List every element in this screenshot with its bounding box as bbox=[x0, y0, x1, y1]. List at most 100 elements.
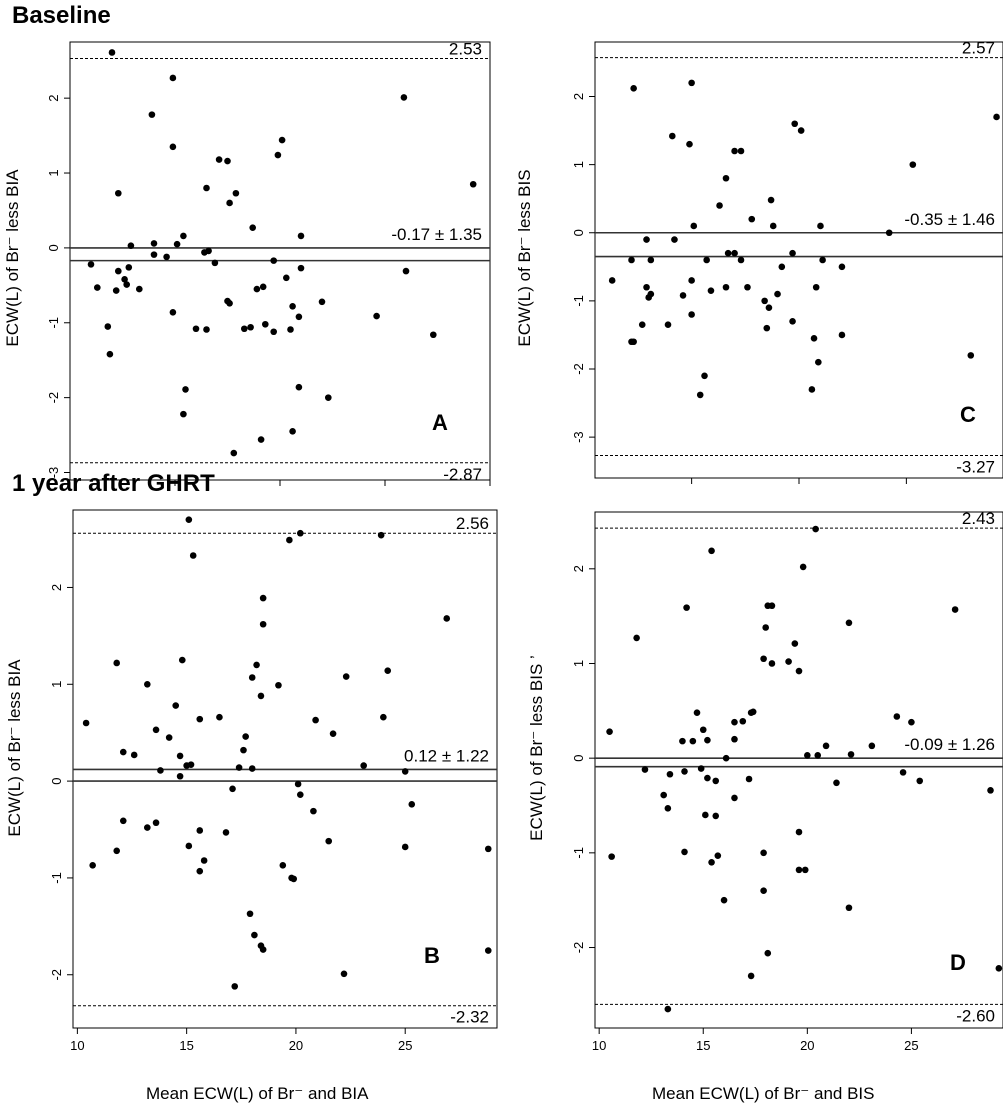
data-point-d-52 bbox=[708, 859, 715, 866]
data-point-d-47 bbox=[899, 769, 907, 776]
y-tick-label-a-1: -2 bbox=[46, 392, 61, 404]
data-point-b-12 bbox=[257, 692, 265, 700]
data-point-c-23 bbox=[643, 283, 650, 291]
data-point-b-42 bbox=[229, 785, 236, 793]
x-tick-label-b-3: 25 bbox=[398, 1038, 412, 1053]
data-point-d-23 bbox=[699, 726, 707, 734]
mean-label-d: -0.09 ± 1.26 bbox=[904, 735, 995, 754]
data-point-b-46 bbox=[222, 829, 230, 836]
data-point-b-58 bbox=[401, 843, 409, 851]
data-point-b-61 bbox=[251, 931, 258, 939]
data-point-c-6 bbox=[791, 120, 799, 128]
data-point-b-66 bbox=[484, 947, 492, 954]
data-point-c-33 bbox=[724, 249, 732, 257]
data-point-a-60 bbox=[289, 428, 296, 435]
data-point-d-29 bbox=[822, 742, 830, 750]
data-point-a-41 bbox=[318, 298, 326, 306]
data-point-b-4 bbox=[377, 531, 385, 539]
data-point-c-38 bbox=[761, 297, 768, 305]
data-point-c-3 bbox=[686, 140, 693, 148]
data-point-c-16 bbox=[817, 222, 824, 230]
data-point-c-43 bbox=[789, 318, 796, 325]
data-point-c-26 bbox=[638, 321, 646, 329]
data-point-a-37 bbox=[270, 257, 278, 264]
data-point-a-10 bbox=[203, 184, 210, 192]
data-point-c-20 bbox=[608, 277, 616, 284]
data-point-b-18 bbox=[380, 713, 387, 721]
data-point-a-43 bbox=[104, 323, 112, 330]
data-point-a-62 bbox=[230, 449, 238, 457]
y-tick-label-d-2: 0 bbox=[571, 755, 586, 762]
data-point-d-49 bbox=[987, 787, 994, 794]
data-point-d-22 bbox=[689, 737, 697, 745]
data-point-b-56 bbox=[325, 837, 333, 845]
data-point-c-21 bbox=[628, 256, 635, 264]
data-point-a-29 bbox=[94, 284, 101, 291]
data-point-c-53 bbox=[701, 372, 708, 380]
y-tick-label-a-0: -3 bbox=[46, 467, 61, 479]
lower-limit-label-d: -2.60 bbox=[956, 1006, 995, 1025]
data-point-a-55 bbox=[106, 350, 114, 358]
data-point-c-15 bbox=[769, 222, 777, 230]
data-point-a-30 bbox=[136, 285, 143, 293]
data-point-c-44 bbox=[812, 283, 820, 291]
y-axis-title-a: ECW(L) of Br⁻ less BIA bbox=[3, 169, 22, 347]
data-point-b-36 bbox=[248, 765, 256, 772]
data-point-c-56 bbox=[967, 352, 975, 359]
data-point-c-1 bbox=[688, 79, 695, 87]
y-tick-label-a-2: -1 bbox=[46, 317, 61, 329]
data-point-d-46 bbox=[833, 779, 840, 787]
data-point-c-12 bbox=[767, 196, 775, 204]
data-point-a-12 bbox=[232, 189, 240, 197]
data-point-d-42 bbox=[702, 811, 709, 819]
data-point-d-38 bbox=[704, 774, 711, 782]
data-point-c-52 bbox=[815, 358, 822, 366]
y-tick-label-a-4: 1 bbox=[46, 169, 61, 176]
data-point-d-31 bbox=[868, 742, 876, 750]
panel-letter-b: B bbox=[424, 943, 440, 968]
data-point-d-14 bbox=[795, 667, 803, 675]
data-point-c-54 bbox=[696, 391, 704, 399]
data-point-a-1 bbox=[169, 74, 177, 82]
data-point-c-14 bbox=[748, 215, 756, 223]
data-point-d-34 bbox=[641, 766, 649, 773]
data-point-a-31 bbox=[112, 287, 120, 294]
y-tick-label-a-3: 0 bbox=[46, 244, 61, 251]
data-point-a-61 bbox=[257, 436, 265, 443]
mean-label-c: -0.35 ± 1.46 bbox=[904, 210, 995, 229]
x-tick-label-b-0: 10 bbox=[70, 1038, 84, 1053]
data-point-c-40 bbox=[774, 290, 781, 298]
x-tick-label-c-1: 20 bbox=[792, 488, 806, 490]
data-point-b-64 bbox=[231, 983, 239, 990]
data-point-d-4 bbox=[683, 604, 690, 611]
data-point-b-10 bbox=[253, 661, 260, 669]
upper-limit-label-d: 2.43 bbox=[962, 509, 995, 528]
y-tick-label-d-1: -1 bbox=[571, 847, 586, 859]
data-point-a-0 bbox=[108, 49, 116, 56]
x-tick-label-d-2: 20 bbox=[800, 1038, 814, 1053]
data-point-b-9 bbox=[178, 656, 186, 664]
data-point-c-10 bbox=[993, 113, 1000, 121]
data-point-c-55 bbox=[808, 386, 816, 393]
data-point-d-57 bbox=[801, 866, 809, 874]
data-point-c-42 bbox=[789, 249, 796, 257]
data-point-d-37 bbox=[697, 765, 705, 772]
data-point-a-46 bbox=[241, 325, 248, 333]
data-point-a-16 bbox=[297, 232, 305, 240]
data-point-b-5 bbox=[259, 594, 267, 602]
data-point-a-48 bbox=[262, 320, 269, 328]
data-point-c-4 bbox=[731, 147, 738, 155]
data-point-b-52 bbox=[185, 842, 193, 850]
data-point-a-40 bbox=[289, 302, 296, 310]
data-point-b-51 bbox=[89, 862, 96, 869]
data-point-d-9 bbox=[845, 619, 853, 627]
y-tick-label-c-3: 0 bbox=[571, 229, 586, 236]
data-point-d-61 bbox=[764, 949, 772, 957]
data-point-c-50 bbox=[630, 338, 637, 346]
y-tick-label-a-5: 2 bbox=[46, 95, 61, 102]
data-point-b-20 bbox=[82, 719, 90, 727]
data-point-d-62 bbox=[747, 972, 755, 980]
y-axis-title-b: ECW(L) of Br⁻ less BIA bbox=[5, 659, 24, 837]
baseline-heading: Baseline bbox=[12, 2, 111, 29]
data-point-b-41 bbox=[310, 807, 317, 815]
